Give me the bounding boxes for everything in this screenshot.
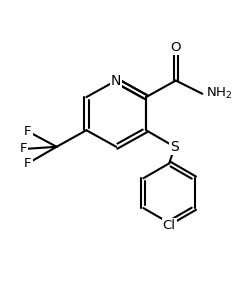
Text: F: F: [20, 142, 27, 156]
Text: N: N: [111, 74, 121, 88]
Text: F: F: [24, 125, 32, 138]
Text: S: S: [170, 140, 179, 154]
Text: F: F: [24, 157, 32, 170]
Text: Cl: Cl: [163, 219, 176, 232]
Text: NH$_2$: NH$_2$: [206, 86, 232, 101]
Text: O: O: [171, 41, 181, 54]
